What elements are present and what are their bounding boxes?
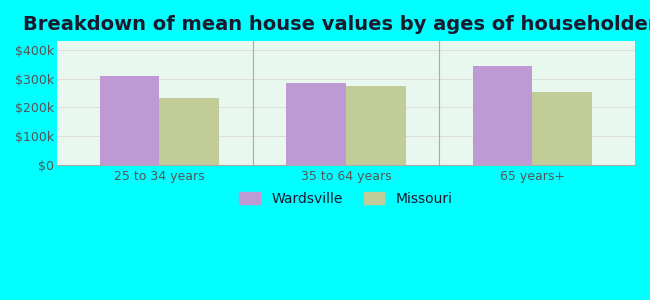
Bar bbox=[286, 83, 346, 165]
Bar bbox=[532, 92, 592, 165]
Bar bbox=[346, 86, 406, 165]
Bar bbox=[159, 98, 219, 165]
Bar bbox=[473, 66, 532, 165]
Bar bbox=[100, 76, 159, 165]
Legend: Wardsville, Missouri: Wardsville, Missouri bbox=[235, 188, 457, 210]
Title: Breakdown of mean house values by ages of householders: Breakdown of mean house values by ages o… bbox=[23, 15, 650, 34]
